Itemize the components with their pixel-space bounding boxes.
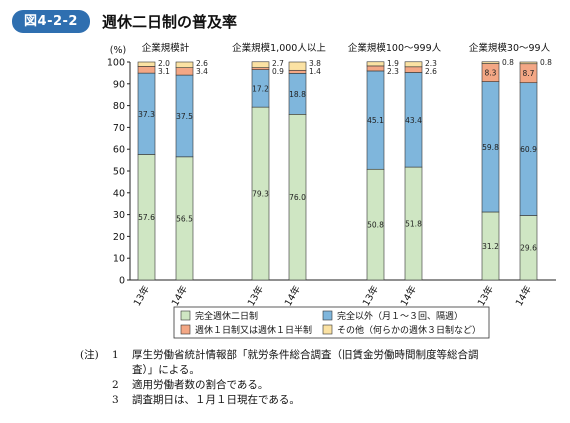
note-item-1: (注) 1 厚生労働省統計情報部「就労条件総合調査（旧賃金労働時間制度等総合調 — [80, 348, 562, 363]
data-label: 37.5 — [176, 112, 193, 121]
data-label: 3.8 — [309, 59, 321, 68]
y-tick-label: 40 — [113, 188, 125, 199]
bar-segment — [175, 67, 194, 76]
bar-segment — [288, 69, 307, 74]
data-label: 50.8 — [367, 221, 384, 230]
y-tick-label: 10 — [113, 254, 125, 265]
data-label: 56.5 — [176, 214, 193, 223]
bar-segment — [366, 61, 385, 67]
note-number: 3 — [112, 394, 119, 406]
y-tick-label: 90 — [113, 79, 125, 90]
y-tick-label: 70 — [113, 123, 125, 134]
data-label: 2.7 — [272, 59, 284, 68]
bar-segment — [251, 61, 270, 68]
y-tick-label: 50 — [113, 167, 125, 178]
x-tick-label: 14年 — [169, 283, 190, 308]
data-label: 3.4 — [196, 67, 208, 76]
y-tick-label: 80 — [113, 101, 125, 112]
data-label: 76.0 — [289, 193, 306, 202]
data-label: 1.9 — [387, 59, 399, 68]
bar-segment — [366, 65, 385, 72]
legend-swatch — [180, 324, 191, 335]
data-label: 2.6 — [196, 59, 208, 68]
bar-segment — [175, 61, 194, 68]
x-tick-label: 13年 — [245, 283, 266, 308]
figure-title: 週休二日制の普及率 — [102, 13, 238, 31]
y-tick-label: 20 — [113, 232, 125, 243]
data-label: 60.9 — [520, 145, 537, 154]
data-label: 17.2 — [252, 84, 269, 93]
data-label: 0.8 — [502, 58, 514, 67]
data-label: 2.3 — [387, 67, 399, 76]
x-tick-label: 14年 — [282, 283, 303, 308]
data-label: 0.9 — [272, 67, 284, 76]
data-label: 3.1 — [158, 67, 170, 76]
data-label: 8.7 — [523, 69, 535, 78]
group-label: 企業規模計 — [142, 42, 190, 54]
data-label: 18.8 — [289, 90, 306, 99]
data-label: 1.4 — [309, 67, 321, 76]
bar-segment — [137, 61, 156, 67]
note-number: 2 — [112, 379, 119, 391]
x-tick-label: 14年 — [513, 283, 534, 308]
group-label: 企業規模100〜999人 — [348, 42, 442, 54]
notes: (注) 1 厚生労働省統計情報部「就労条件総合調査（旧賃金労働時間制度等総合調 査… — [80, 348, 562, 408]
data-label: 43.4 — [405, 116, 422, 125]
bar-segment — [404, 61, 423, 68]
bar-segment — [481, 61, 500, 64]
figure-number-badge: 図4-2-2 — [12, 10, 90, 33]
legend-swatch — [180, 310, 191, 321]
note-text: 厚生労働省統計情報部「就労条件総合調査（旧賃金労働時間制度等総合調 — [132, 349, 479, 361]
data-label: 0.8 — [540, 58, 552, 67]
legend-swatch — [322, 324, 333, 335]
y-tick-label: 0 — [119, 276, 125, 287]
legend-label: その他（何らかの週休３日制など） — [337, 324, 481, 336]
bar-segment — [404, 66, 423, 73]
note-item-3: 3 調査期日は、１月１日現在である。 — [112, 393, 562, 408]
data-label: 45.1 — [367, 116, 384, 125]
bar-segment — [519, 61, 538, 65]
data-label: 57.6 — [138, 213, 155, 222]
data-label: 37.3 — [138, 110, 155, 119]
data-label: 2.3 — [425, 59, 437, 68]
bar-segment — [137, 66, 156, 74]
y-axis-unit: (%) — [110, 45, 126, 56]
x-tick-label: 14年 — [398, 283, 419, 308]
data-label: 2.6 — [425, 67, 437, 76]
legend-label: 週休１日制又は週休１日半制 — [195, 324, 312, 336]
y-tick-label: 60 — [113, 145, 125, 156]
data-label: 2.0 — [158, 59, 170, 68]
data-label: 59.8 — [482, 143, 499, 152]
x-tick-label: 13年 — [131, 283, 152, 308]
note-item-1-continued: 査）」による。 — [112, 363, 562, 378]
note-number: 1 — [112, 349, 119, 361]
x-tick-label: 13年 — [475, 283, 496, 308]
legend-label: 完全週休二日制 — [195, 310, 258, 322]
bar-segment — [288, 61, 307, 71]
y-tick-label: 30 — [113, 210, 125, 221]
legend-label: 完全以外（月１〜３回、隔週） — [337, 310, 463, 322]
data-label: 79.3 — [252, 190, 269, 199]
data-label: 8.3 — [485, 69, 497, 78]
legend-swatch — [322, 310, 333, 321]
data-label: 29.6 — [520, 244, 537, 253]
note-tag: (注) — [80, 349, 99, 361]
group-label: 企業規模30〜99人 — [469, 42, 551, 54]
group-label: 企業規模1,000人以上 — [232, 42, 326, 54]
y-tick-label: 100 — [107, 58, 125, 69]
note-text: 適用労働者数の割合である。 — [132, 379, 269, 391]
note-text: 査）」による。 — [132, 364, 200, 376]
note-text: 調査期日は、１月１日現在である。 — [132, 394, 300, 406]
note-item-2: 2 適用労働者数の割合である。 — [112, 378, 562, 393]
data-label: 31.2 — [482, 242, 499, 251]
data-label: 51.8 — [405, 220, 422, 229]
x-tick-label: 13年 — [360, 283, 381, 308]
